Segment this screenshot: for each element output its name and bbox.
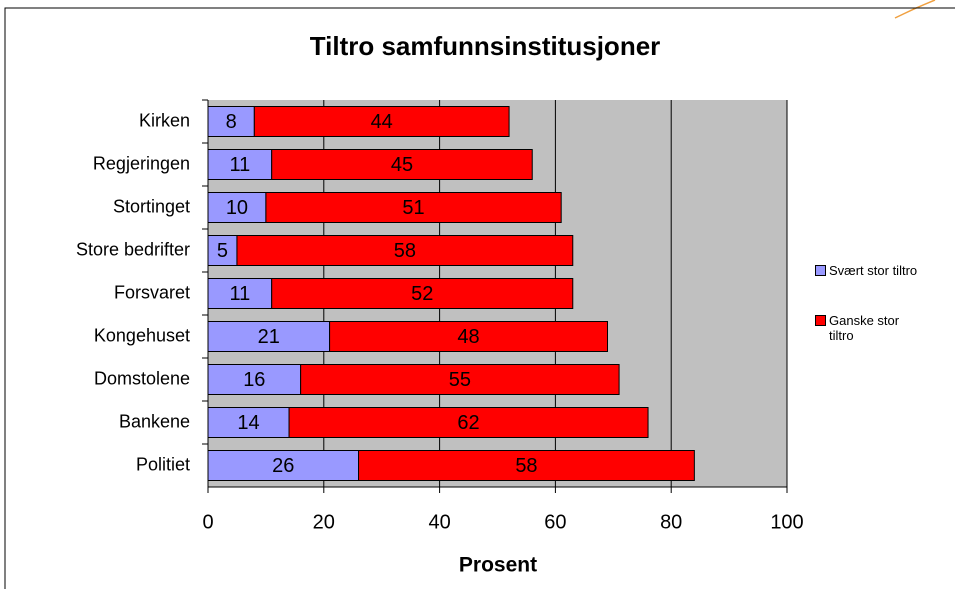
value-label: 52 [411, 283, 433, 305]
y-tick-label: Regjeringen [93, 153, 190, 173]
bar-segment [207, 192, 267, 223]
value-label: 21 [258, 326, 280, 348]
x-tick-label: 60 [544, 511, 566, 533]
y-tick-label: Politiet [136, 454, 190, 474]
bar-segment [329, 321, 609, 352]
legend-item: Svært stor tiltro [815, 263, 955, 278]
chart-frame [4, 7, 955, 589]
value-label: 58 [394, 240, 416, 262]
bar-segment [265, 192, 562, 223]
legend-label: Ganske stor tiltro [829, 313, 900, 343]
y-tick-label: Kongehuset [94, 325, 190, 345]
value-label: 11 [229, 154, 250, 176]
y-tick-label: Store bedrifter [76, 239, 190, 259]
value-label: 45 [391, 154, 413, 176]
y-tick-label: Bankene [119, 411, 190, 431]
legend-label: Svært stor tiltro [829, 263, 918, 278]
x-tick-label: 40 [428, 511, 450, 533]
bar-segment [288, 407, 649, 438]
x-tick-label: 20 [313, 511, 335, 533]
y-tick-label: Forsvaret [114, 282, 190, 302]
bar-segment [271, 149, 533, 180]
bar-segment [207, 364, 302, 395]
bar-segment [207, 278, 273, 309]
x-axis-title: Prosent [459, 554, 537, 577]
x-tick-label: 0 [202, 511, 213, 533]
value-label: 58 [515, 455, 537, 477]
value-label: 14 [237, 412, 259, 434]
value-label: 51 [402, 197, 424, 219]
bar-segment [253, 106, 510, 137]
legend-swatch [815, 315, 826, 326]
bar-segment [207, 407, 290, 438]
value-label: 44 [371, 111, 393, 133]
legend-item: Ganske stor tiltro [815, 313, 915, 343]
bar-segment [300, 364, 620, 395]
value-label: 5 [217, 240, 228, 262]
value-label: 16 [243, 369, 265, 391]
value-label: 55 [449, 369, 471, 391]
x-tick-label: 100 [770, 511, 803, 533]
value-label: 10 [226, 197, 248, 219]
value-label: 11 [229, 283, 250, 305]
legend-swatch [815, 265, 826, 276]
bar-segment [236, 235, 574, 266]
value-label: 26 [272, 455, 294, 477]
value-label: 48 [457, 326, 479, 348]
y-tick-label: Kirken [139, 110, 190, 130]
bar-segment [271, 278, 574, 309]
bar-segment [207, 450, 360, 481]
chart-title: Tiltro samfunnsinstitusjoner [310, 31, 661, 61]
y-tick-label: Domstolene [94, 368, 190, 388]
value-label: 8 [226, 111, 237, 133]
value-label: 62 [457, 412, 479, 434]
y-tick-label: Stortinget [113, 196, 190, 216]
decoration [894, 0, 936, 19]
bar-segment [358, 450, 695, 481]
x-tick-label: 80 [660, 511, 682, 533]
